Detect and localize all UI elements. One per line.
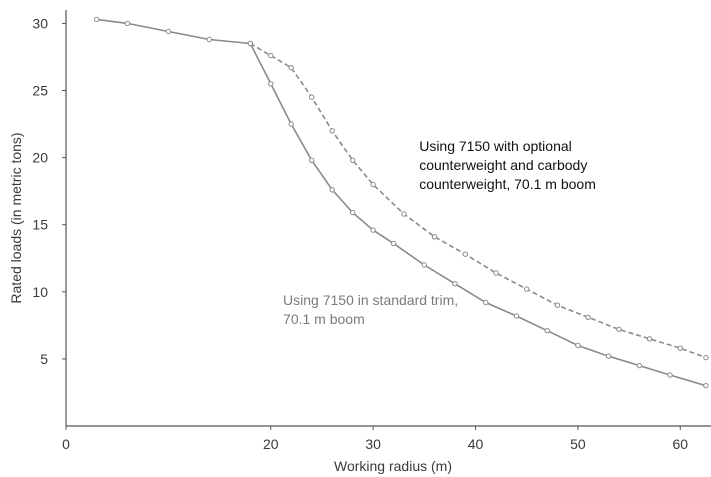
- data-point: [616, 326, 622, 333]
- x-tick-label: 20: [263, 436, 279, 452]
- data-point: [431, 234, 438, 240]
- x-tick-label: 60: [672, 436, 688, 452]
- data-point: [421, 262, 427, 268]
- data-point: [452, 281, 458, 287]
- data-point: [677, 345, 683, 351]
- data-point: [483, 299, 489, 306]
- data-point: [165, 28, 172, 35]
- x-tick-label: 50: [570, 436, 586, 452]
- annotations-layer: Using 7150 with optional counterweight an…: [283, 138, 596, 327]
- y-tick-label: 25: [32, 83, 48, 99]
- data-point: [703, 383, 709, 389]
- data-point: [575, 342, 581, 349]
- data-point: [124, 20, 131, 27]
- x-tick-label: 30: [365, 436, 381, 452]
- data-point: [329, 128, 335, 134]
- annotation-line: Using 7150 with optional: [419, 138, 572, 154]
- data-point: [524, 286, 530, 292]
- optional-counterweight-line: [249, 42, 707, 359]
- axes: [65, 10, 711, 427]
- y-tick-label: 10: [32, 284, 48, 300]
- data-point: [401, 211, 407, 217]
- y-tick-label: 30: [32, 15, 48, 31]
- data-point: [247, 40, 254, 47]
- data-point: [646, 336, 653, 342]
- data-point: [206, 36, 213, 43]
- x-axis-label: Working radius (m): [334, 458, 452, 474]
- y-tick-label: 20: [32, 150, 48, 166]
- standard-trim-annotation: Using 7150 in standard trim, 70.1 m boom: [283, 292, 458, 327]
- data-point: [288, 121, 294, 127]
- standard-trim-line: [96, 18, 707, 387]
- data-point: [350, 209, 356, 216]
- data-point: [667, 372, 673, 378]
- ticks: 0 20 30 40 50 60 5 10 15 20 25 30: [32, 15, 688, 452]
- data-point: [544, 328, 550, 334]
- data-point: [370, 227, 376, 233]
- data-point: [288, 65, 294, 71]
- annotation-line: counterweight and carbody: [419, 157, 587, 173]
- data-point: [703, 354, 709, 361]
- data-point: [554, 302, 561, 308]
- data-point: [493, 270, 499, 276]
- y-tick-label: 15: [32, 217, 48, 233]
- y-tick-label: 5: [40, 351, 48, 367]
- data-point: [370, 181, 376, 188]
- data-point: [585, 314, 591, 320]
- data-point: [94, 16, 100, 23]
- annotation-line: 70.1 m boom: [283, 311, 365, 327]
- y-axis-label: Rated loads (in metric tons): [8, 132, 24, 303]
- optional-counterweight-annotation: Using 7150 with optional counterweight an…: [419, 138, 596, 192]
- data-point: [350, 157, 356, 164]
- data-point: [268, 52, 274, 59]
- data-point: [309, 157, 315, 164]
- data-point: [309, 94, 315, 100]
- series-layer: [94, 16, 709, 389]
- annotation-line: counterweight, 70.1 m boom: [419, 176, 596, 192]
- data-point: [329, 187, 335, 193]
- data-point: [513, 313, 520, 319]
- data-point: [636, 362, 642, 369]
- annotation-line: Using 7150 in standard trim,: [283, 292, 458, 308]
- x-tick-label: 0: [62, 436, 70, 452]
- x-tick-label: 40: [468, 436, 484, 452]
- data-point: [390, 240, 397, 247]
- data-point: [605, 353, 612, 359]
- data-point: [462, 251, 468, 257]
- data-point: [268, 81, 274, 87]
